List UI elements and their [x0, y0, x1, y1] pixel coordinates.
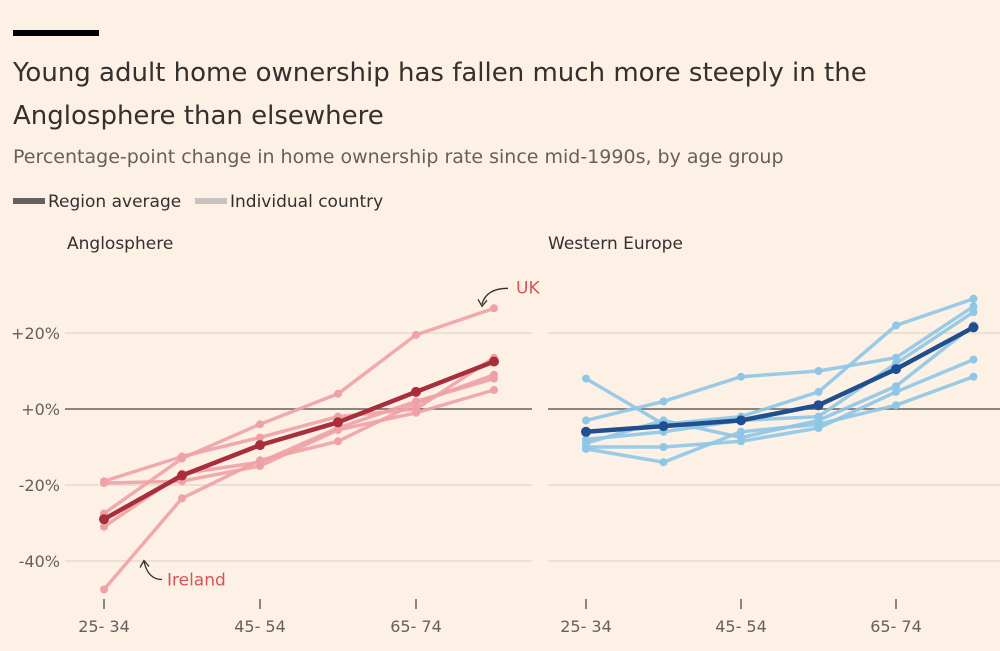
- country-point: [659, 397, 668, 406]
- country-point: [412, 405, 420, 413]
- country-line: [584, 357, 976, 449]
- country-point: [737, 437, 745, 446]
- country-point: [582, 416, 590, 425]
- average-point: [177, 470, 187, 481]
- average-point: [489, 356, 499, 367]
- country-point: [892, 321, 900, 330]
- country-point: [814, 420, 823, 429]
- country-point: [100, 522, 108, 531]
- x-tick-label: 25- 34: [560, 617, 612, 636]
- country-point: [256, 458, 264, 467]
- country-point: [969, 294, 978, 303]
- country-point: [256, 433, 264, 442]
- panel-western-europe: Western Europe 25- 34 45- 54 65- 74: [548, 234, 1000, 636]
- country-point: [814, 387, 823, 396]
- y-tick-label: -40%: [19, 552, 60, 571]
- country-point: [490, 374, 498, 383]
- average-point: [813, 400, 824, 411]
- country-point: [737, 427, 745, 436]
- annotation-label-uk: UK: [516, 278, 540, 298]
- average-point: [411, 386, 421, 397]
- country-point: [969, 372, 978, 381]
- country-point: [737, 372, 745, 381]
- country-line: [102, 376, 496, 529]
- legend-item-region-average: Region average: [13, 190, 181, 214]
- country-point: [969, 302, 978, 311]
- country-point: [892, 387, 900, 396]
- country-line: [102, 306, 496, 516]
- x-tick-label: 45- 54: [715, 617, 767, 636]
- country-point: [582, 374, 590, 383]
- legend-item-individual-country: Individual country: [195, 190, 383, 214]
- panel-title: Western Europe: [548, 234, 683, 254]
- annotation-arrow: [481, 287, 509, 305]
- y-tick-label: +20%: [11, 324, 60, 343]
- x-tick-label: 25- 34: [78, 617, 130, 636]
- x-tick-label: 45- 54: [234, 617, 286, 636]
- average-point: [255, 440, 265, 451]
- legend-swatch-individual-country: [195, 198, 227, 204]
- country-line: [584, 297, 976, 426]
- ft-top-bar: [13, 30, 99, 36]
- chart-title: Young adult home ownership has fallen mu…: [13, 58, 867, 131]
- average-point: [658, 421, 669, 432]
- annotation-arrow: [143, 561, 163, 581]
- average-point: [581, 426, 591, 437]
- country-line: [102, 388, 496, 485]
- country-point: [334, 389, 342, 398]
- average-point: [736, 415, 746, 426]
- country-line: [584, 310, 976, 442]
- x-tick-label: 65- 74: [390, 617, 442, 636]
- legend-swatch-region-average: [13, 198, 45, 204]
- country-point: [178, 494, 186, 503]
- country-point: [969, 308, 978, 317]
- country-point: [256, 420, 264, 429]
- panel-anglosphere: Anglosphere 25- 34 45- 54 65- 74 UK Ireland: [65, 234, 540, 636]
- country-point: [490, 386, 498, 394]
- country-line: [102, 355, 496, 483]
- country-point: [100, 477, 108, 486]
- x-tick-label: 65- 74: [870, 617, 922, 636]
- country-point: [892, 382, 900, 391]
- country-point: [659, 458, 668, 467]
- country-line: [584, 374, 976, 464]
- country-point: [814, 367, 823, 375]
- panel-title: Anglosphere: [67, 234, 173, 254]
- country-point: [969, 355, 978, 364]
- country-point: [582, 444, 590, 453]
- legend-label-region-average: Region average: [48, 192, 182, 212]
- chart-subtitle: Percentage-point change in home ownershi…: [13, 146, 784, 168]
- country-point: [178, 452, 186, 461]
- country-point: [892, 353, 900, 362]
- average-line: [583, 325, 976, 435]
- annotation-label-ireland: Ireland: [167, 571, 226, 591]
- legend-label-individual-country: Individual country: [230, 192, 384, 212]
- average-line: [101, 359, 497, 522]
- annotation-arrowhead: [139, 559, 150, 568]
- average-point: [333, 417, 343, 428]
- country-point: [334, 437, 342, 446]
- average-point: [891, 364, 901, 375]
- country-point: [100, 585, 108, 594]
- country-point: [490, 304, 498, 313]
- country-point: [412, 330, 420, 339]
- annotation-arrowhead: [477, 298, 488, 308]
- country-point: [412, 397, 420, 406]
- country-point: [892, 401, 900, 410]
- country-line: [584, 304, 976, 423]
- y-tick-label: +0%: [21, 400, 60, 419]
- y-tick-label: -20%: [19, 476, 60, 495]
- average-point: [968, 322, 979, 333]
- average-point: [99, 514, 109, 525]
- country-point: [659, 443, 668, 451]
